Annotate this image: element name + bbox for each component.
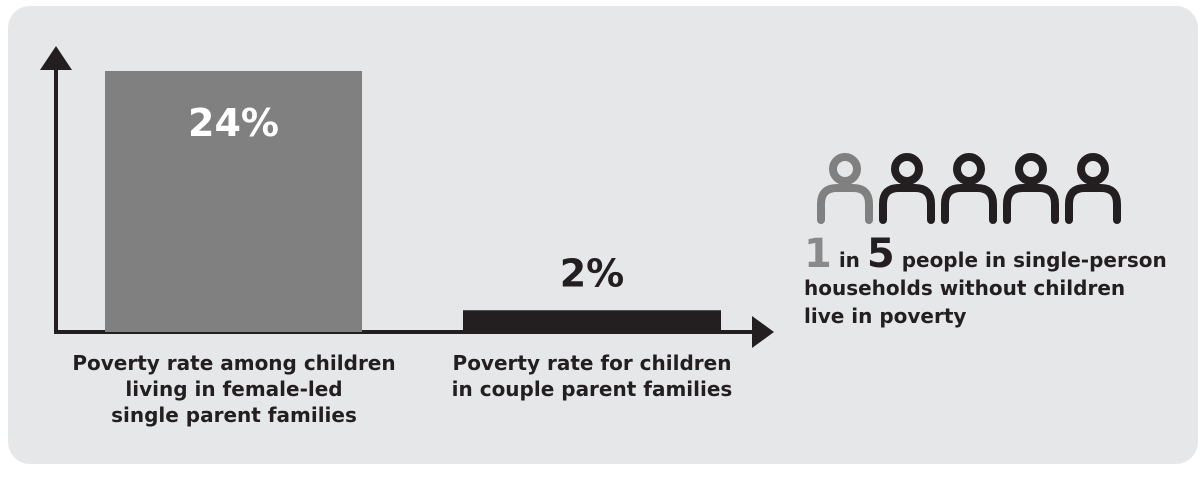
- person-icon: [879, 153, 935, 224]
- stat-in-word: in: [838, 248, 860, 272]
- stat-line1: people in single-person: [901, 248, 1167, 272]
- bar-1: [463, 310, 721, 332]
- stat-line2: households without children: [804, 276, 1126, 300]
- person-icon: [817, 153, 873, 224]
- stat-line3: live in poverty: [804, 304, 967, 328]
- people-icon-row: [815, 152, 1155, 224]
- bar-value-label-1: 2%: [560, 251, 625, 295]
- bar-value-label-0: 24%: [188, 101, 279, 145]
- category-label-1: Poverty rate for children in couple pare…: [451, 351, 733, 401]
- stat-total: 5: [866, 231, 895, 277]
- bar-0: [105, 71, 362, 332]
- y-axis-arrowhead: [40, 46, 72, 70]
- person-icon: [1065, 153, 1121, 224]
- single-person-stat: 1 in 5 people in single-person household…: [804, 234, 1194, 330]
- stat-count: 1: [804, 231, 832, 277]
- person-icon: [941, 153, 997, 224]
- person-icon: [1003, 153, 1059, 224]
- x-axis-arrowhead: [752, 316, 774, 348]
- category-label-0: Poverty rate among children living in fe…: [72, 351, 396, 427]
